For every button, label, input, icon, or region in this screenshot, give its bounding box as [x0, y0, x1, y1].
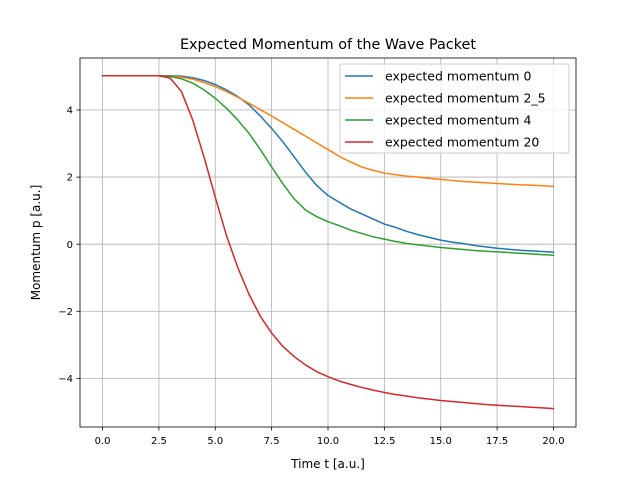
legend-label-1: expected momentum 2_5 [385, 91, 546, 106]
series-line-3 [101, 75, 555, 410]
legend-label-3: expected momentum 20 [385, 135, 539, 150]
x-tick-label: 12.5 [373, 436, 395, 447]
legend-label-0: expected momentum 0 [385, 69, 531, 84]
legend-box [339, 63, 570, 154]
y-tick-label: 0 [67, 240, 73, 251]
series-line-1 [101, 75, 555, 188]
series-line-0 [101, 75, 555, 254]
series-line-2 [101, 75, 555, 257]
x-tick-label: 15.0 [430, 436, 452, 447]
x-tick-label: 2.5 [151, 436, 167, 447]
x-axis-ticks: 0.0 2.5 5.0 7.5 10.0 12.5 15.0 17.5 20.0 [95, 427, 565, 447]
y-tick-label: 4 [67, 106, 73, 117]
y-tick-label: 2 [67, 173, 73, 184]
y-tick-label: −4 [58, 374, 73, 385]
chart-title: Expected Momentum of the Wave Packet [180, 37, 476, 53]
legend: expected momentum 0 expected momentum 2_5… [339, 63, 570, 154]
x-axis-label: Time t [a.u.] [290, 457, 365, 471]
x-tick-label: 7.5 [264, 436, 280, 447]
y-tick-label: −2 [58, 307, 73, 318]
x-tick-label: 5.0 [207, 436, 223, 447]
series-lines [101, 75, 555, 410]
x-tick-label: 0.0 [95, 436, 111, 447]
x-tick-label: 20.0 [542, 436, 564, 447]
y-axis-label: Momentum p [a.u.] [29, 185, 43, 301]
x-tick-label: 17.5 [486, 436, 508, 447]
x-tick-label: 10.0 [317, 436, 339, 447]
legend-label-2: expected momentum 4 [385, 113, 531, 128]
y-axis-ticks: −4 −2 0 2 4 [58, 106, 80, 385]
